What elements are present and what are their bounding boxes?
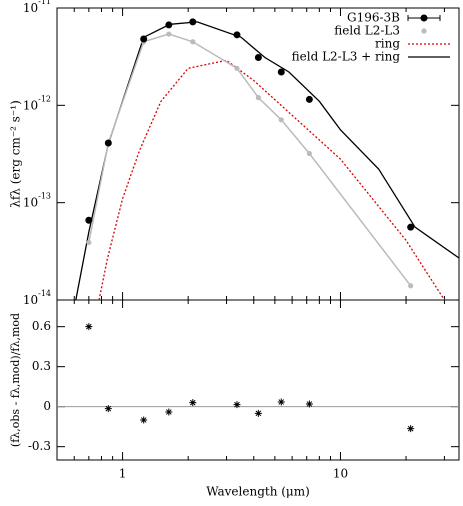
y-tick-label: 0.3 xyxy=(32,359,51,373)
legend-label: field L2-L3 xyxy=(334,24,400,38)
residual-point xyxy=(254,409,262,417)
data-point xyxy=(254,54,262,62)
model-line xyxy=(98,59,445,301)
series-line xyxy=(88,33,412,287)
data-point xyxy=(305,95,313,103)
data-point xyxy=(104,139,112,147)
data-point xyxy=(190,39,196,45)
data-point xyxy=(306,150,312,157)
residual-point xyxy=(233,401,241,409)
y-tick-label: -0.3 xyxy=(28,439,51,453)
data-point xyxy=(166,31,172,37)
residual-point xyxy=(140,416,148,424)
data-point xyxy=(85,216,93,224)
residual-point xyxy=(104,405,112,413)
data-point xyxy=(407,223,415,231)
data-point xyxy=(233,31,241,39)
y-tick-label: 10-12 xyxy=(23,94,51,112)
residual-point xyxy=(277,398,285,406)
x-tick-label: 1 xyxy=(119,467,127,481)
data-point xyxy=(234,65,240,71)
legend-label: G196-3B xyxy=(347,11,400,25)
legend-label: ring xyxy=(375,37,400,51)
y-tick-label: 0.6 xyxy=(32,319,51,333)
model-line xyxy=(75,21,460,301)
bottom-frame xyxy=(56,299,460,461)
residual-point xyxy=(407,425,415,433)
y-tick-label: 0 xyxy=(43,399,51,413)
data-point xyxy=(255,95,261,101)
data-point xyxy=(189,18,197,26)
data-point xyxy=(278,117,284,123)
data-point xyxy=(140,35,148,43)
legend-sample xyxy=(420,14,428,22)
x-axis-label: Wavelength (μm) xyxy=(206,485,310,499)
data-point xyxy=(165,21,173,29)
y-tick-label: 10-13 xyxy=(23,192,51,210)
x-tick-label: 10 xyxy=(333,467,348,481)
y-tick-label: 10-14 xyxy=(23,289,51,307)
residual-point xyxy=(189,399,197,407)
residual-point xyxy=(305,400,313,408)
legend-sample xyxy=(421,28,427,34)
residual-point xyxy=(165,408,173,416)
y-axis-label: (fλ,obs - fλ,mod)/fλ,mod xyxy=(9,313,22,447)
data-point xyxy=(277,68,285,76)
y-tick-label: 10-11 xyxy=(23,0,51,15)
legend-label: field L2-L3 + ring xyxy=(292,50,401,64)
y-axis-label: λfλ (erg cm⁻² s⁻¹) xyxy=(9,100,23,208)
data-point xyxy=(86,239,92,246)
residual-point xyxy=(85,323,93,331)
data-point xyxy=(408,283,414,289)
